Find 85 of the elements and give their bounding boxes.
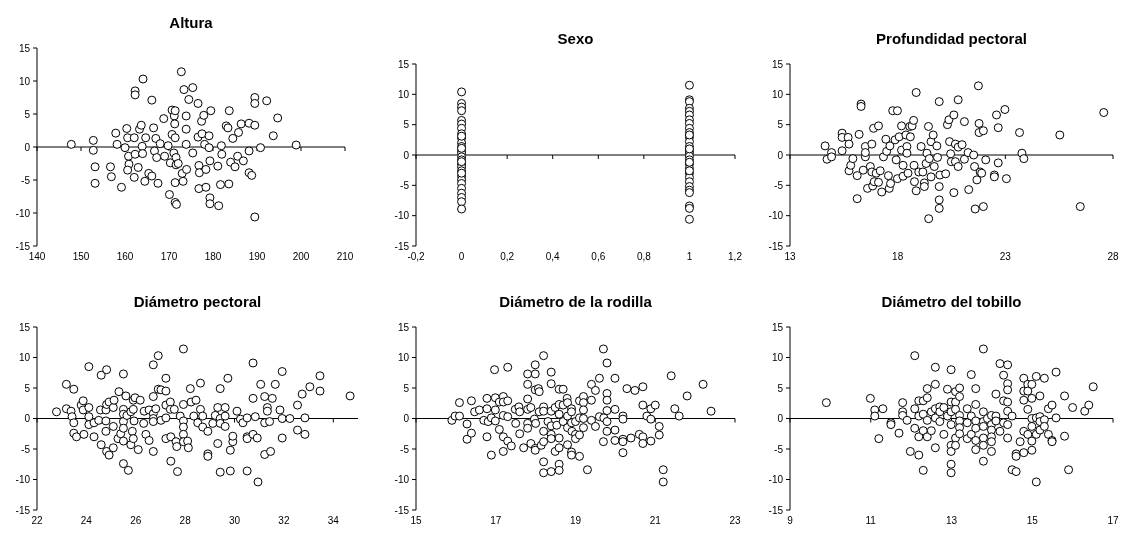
y-tick-label: 10 [771, 352, 784, 363]
y-tick-label: 5 [777, 382, 784, 394]
chart-title: Diámetro del tobillo [881, 293, 1022, 310]
y-tick-label: 15 [771, 321, 784, 333]
y-tick-label: -5 [774, 179, 784, 191]
x-tick-label: 170 [160, 251, 178, 262]
y-tick-label: -5 [400, 179, 410, 191]
y-tick-label: 15 [397, 58, 410, 70]
x-tick-label: 180 [204, 251, 222, 262]
y-tick-label: -5 [400, 443, 410, 455]
y-tick-label: 0 [777, 413, 784, 424]
x-tick-label: 0,8 [636, 251, 652, 262]
x-tick-label: 1,2 [728, 251, 743, 262]
y-tick-label: 0 [24, 141, 31, 153]
x-tick-label: 17 [490, 515, 502, 526]
y-tick-label: 10 [397, 88, 410, 100]
y-tick-label: 5 [24, 108, 31, 120]
y-tick-label: -15 [394, 504, 410, 516]
x-tick-label: 21 [649, 515, 662, 526]
x-tick-label: 30 [228, 515, 241, 526]
y-tick-label: -10 [394, 210, 410, 222]
x-tick-label: 0,2 [500, 251, 515, 262]
chart-title: Altura [169, 14, 214, 31]
y-tick-label: 10 [18, 75, 31, 87]
x-tick-label: -0,2 [407, 251, 426, 262]
x-tick-label: 15 [410, 515, 422, 526]
y-tick-label: -10 [15, 207, 31, 219]
y-tick-label: -5 [21, 174, 31, 186]
x-tick-label: 190 [248, 251, 266, 262]
y-tick-label: 0 [777, 149, 784, 161]
x-tick-label: 28 [1107, 251, 1119, 262]
y-tick-label: -5 [21, 443, 31, 455]
y-tick-label: 5 [403, 119, 410, 131]
y-tick-label: -10 [768, 474, 784, 485]
y-tick-label: 15 [397, 321, 410, 333]
x-tick-label: 210 [336, 251, 354, 262]
x-tick-label: 11 [865, 515, 877, 526]
y-tick-label: -15 [768, 504, 784, 516]
x-tick-label: 19 [569, 515, 582, 526]
y-tick-label: 15 [18, 42, 31, 54]
x-tick-label: 0 [458, 251, 465, 262]
x-tick-label: 26 [130, 515, 142, 526]
y-tick-label: 0 [403, 413, 410, 424]
x-tick-label: 23 [729, 515, 741, 526]
chart-title: Diámetro pectoral [133, 293, 262, 310]
chart-title: Profundidad pectoral [876, 30, 1027, 47]
x-tick-label: 200 [292, 251, 310, 262]
y-tick-label: -15 [394, 240, 410, 252]
y-tick-label: -15 [15, 240, 31, 252]
y-tick-label: -10 [394, 474, 410, 485]
y-tick-label: -15 [768, 240, 784, 252]
x-tick-label: 1 [686, 251, 693, 262]
y-tick-label: -10 [768, 210, 784, 222]
x-tick-label: 9 [787, 515, 794, 526]
y-tick-label: 15 [18, 321, 31, 333]
x-tick-label: 140 [28, 251, 46, 262]
x-tick-label: 32 [278, 515, 290, 526]
y-tick-label: 0 [403, 149, 410, 161]
chart-title: Sexo [557, 30, 594, 47]
chart-title: Diámetro de la rodilla [499, 293, 653, 310]
y-tick-label: 10 [397, 352, 410, 363]
y-tick-label: 5 [777, 119, 784, 131]
x-tick-label: 17 [1107, 515, 1119, 526]
y-tick-label: 15 [771, 58, 784, 70]
y-tick-label: 10 [771, 88, 784, 100]
x-tick-label: 34 [327, 515, 340, 526]
x-tick-label: 13 [945, 515, 958, 526]
x-tick-label: 22 [31, 515, 43, 526]
y-tick-label: 5 [403, 382, 410, 394]
x-tick-label: 0,6 [591, 251, 606, 262]
y-tick-label: 0 [24, 413, 31, 424]
y-tick-label: -15 [15, 504, 31, 516]
x-tick-label: 150 [72, 251, 90, 262]
y-tick-label: -5 [774, 443, 784, 455]
y-tick-label: 5 [24, 382, 31, 394]
x-tick-label: 15 [1026, 515, 1039, 526]
y-tick-label: -10 [15, 474, 31, 485]
y-tick-label: 10 [18, 352, 31, 363]
x-tick-label: 13 [784, 251, 796, 262]
x-tick-label: 160 [116, 251, 134, 262]
x-tick-label: 18 [892, 251, 904, 262]
x-tick-label: 0,4 [545, 251, 561, 262]
x-tick-label: 28 [179, 515, 192, 526]
x-tick-label: 24 [80, 515, 93, 526]
x-tick-label: 23 [999, 251, 1012, 262]
